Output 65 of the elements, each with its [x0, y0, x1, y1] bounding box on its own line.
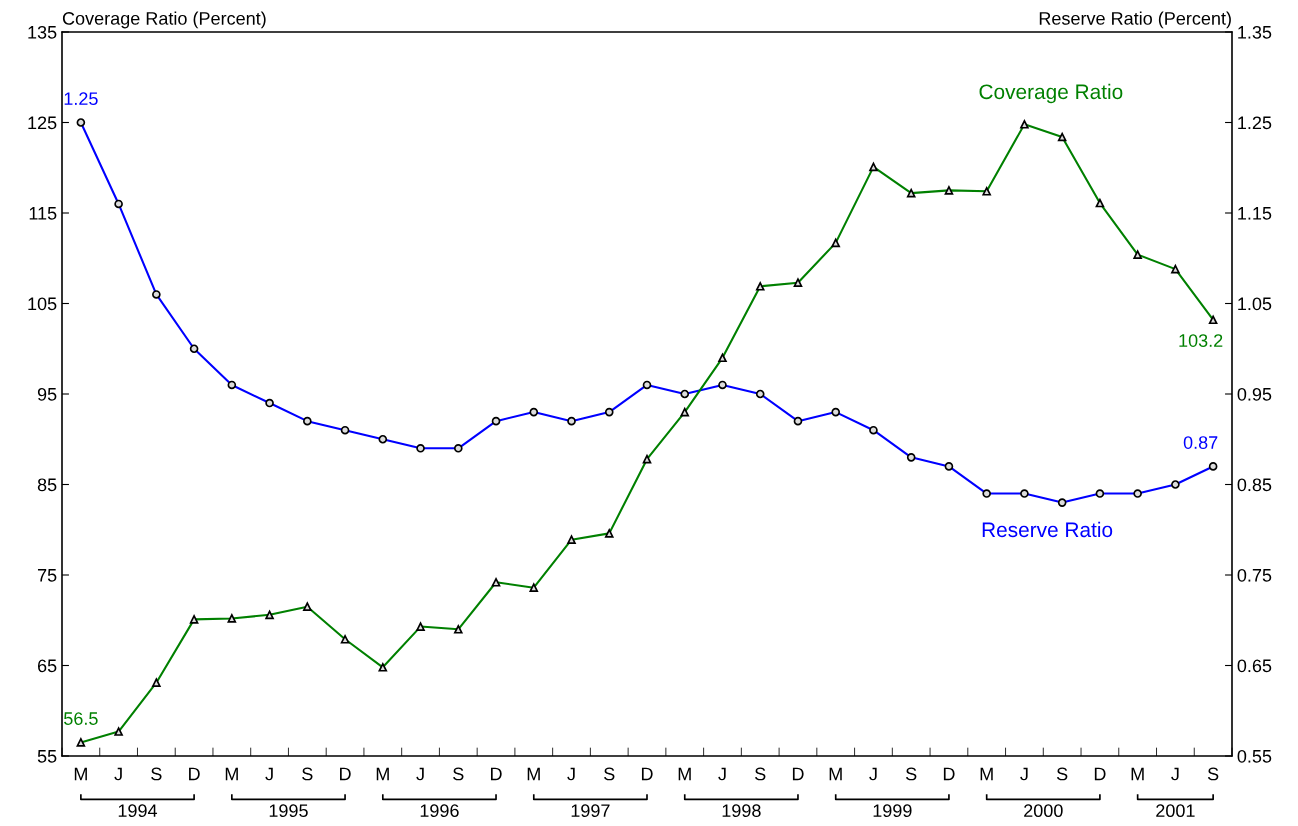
- x-tick-label: M: [527, 767, 540, 781]
- x-tick-label: S: [755, 767, 766, 781]
- data-label: 0.87: [1183, 436, 1218, 449]
- y-tick-label: 135: [28, 25, 57, 39]
- data-label: 56.5: [64, 712, 98, 725]
- y-tick-label: 125: [28, 116, 57, 130]
- x-tick-label: J: [114, 767, 122, 781]
- x-tick-label: S: [453, 767, 464, 781]
- y-tick-label: 85: [37, 478, 57, 492]
- y2-tick-label: 0.65: [1237, 659, 1272, 673]
- x-tick-label: M: [829, 767, 842, 781]
- text: 1999: [873, 804, 912, 818]
- x-tick-label: D: [340, 767, 351, 781]
- x-tick-label: D: [641, 767, 653, 781]
- x-tick-label: M: [678, 767, 691, 781]
- x-tick-label: D: [490, 767, 502, 781]
- y-tick-label: 75: [37, 569, 57, 582]
- x-tick-label: S: [151, 767, 162, 781]
- x-tick-label: J: [1020, 767, 1028, 781]
- text: 1996: [420, 804, 459, 818]
- x-tick-label: J: [1171, 767, 1179, 781]
- x-tick-label: J: [718, 767, 726, 781]
- data-label: 103.2: [1179, 334, 1223, 347]
- text: 1995: [269, 804, 308, 818]
- data-label: 1.25: [64, 92, 98, 106]
- x-tick-label: J: [265, 767, 273, 781]
- text: 1998: [722, 804, 761, 818]
- text: 2001: [1156, 804, 1195, 818]
- x-tick-label: M: [980, 767, 993, 781]
- x-tick-label: S: [302, 767, 313, 781]
- y-tick-label: 55: [37, 750, 57, 763]
- y-axis-title: Coverage Ratio (Percent): [62, 11, 266, 29]
- y-tick-label: 105: [28, 297, 57, 311]
- x-tick-label: S: [1207, 767, 1219, 781]
- y2-tick-label: 1.25: [1238, 116, 1272, 130]
- y2-tick-label: 1.35: [1238, 25, 1272, 39]
- y-tick-label: 65: [37, 659, 57, 673]
- x-tick-label: M: [1131, 767, 1144, 781]
- y2-tick-label: 0.85: [1237, 478, 1272, 492]
- y-tick-label: 115: [29, 207, 57, 220]
- x-tick-label: S: [1056, 767, 1068, 781]
- x-tick-label: M: [74, 767, 87, 781]
- x-tick-label: J: [416, 767, 424, 781]
- y-tick-label: 95: [37, 387, 57, 401]
- y2-axis-title: Reserve Ratio (Percent): [1039, 11, 1231, 29]
- x-tick-label: J: [869, 767, 877, 781]
- y2-tick-label: 1.15: [1238, 207, 1272, 220]
- y2-tick-label: 1.05: [1238, 297, 1272, 311]
- text: 1997: [571, 804, 610, 818]
- text: 1994: [118, 804, 158, 818]
- x-tick-label: S: [604, 767, 615, 781]
- x-tick-label: D: [943, 767, 955, 781]
- series-label: Reserve Ratio: [982, 521, 1113, 538]
- series-label: Coverage Ratio: [979, 83, 1123, 104]
- y2-tick-label: 0.75: [1237, 568, 1272, 582]
- x-tick-label: M: [376, 767, 389, 781]
- x-tick-label: D: [792, 767, 804, 781]
- text: 2000: [1024, 804, 1063, 818]
- x-tick-label: S: [905, 767, 917, 781]
- y2-tick-label: 0.95: [1237, 387, 1272, 401]
- y2-tick-label: 0.55: [1237, 749, 1272, 763]
- x-tick-label: D: [189, 767, 200, 781]
- x-tick-label: M: [225, 767, 238, 781]
- x-tick-label: D: [1094, 767, 1106, 781]
- x-tick-label: J: [567, 767, 575, 781]
